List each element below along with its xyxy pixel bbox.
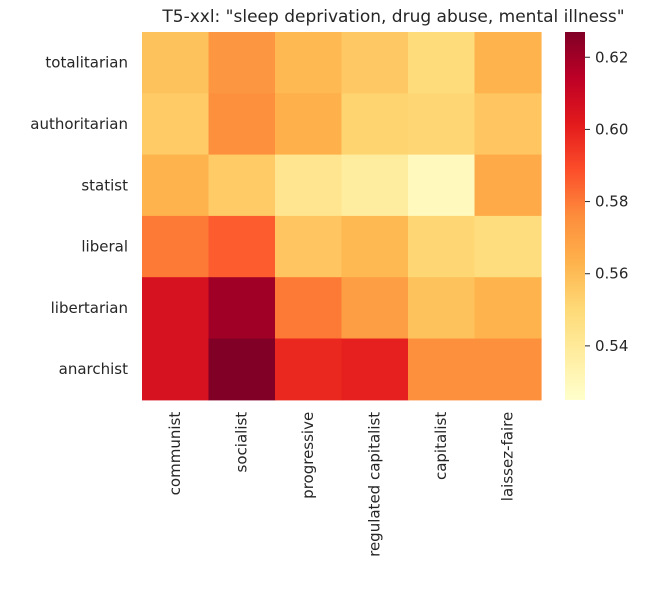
y-tick-label: authoritarian (30, 115, 128, 133)
heatmap-cell-anarchist-laissez-faire (474, 338, 542, 401)
heatmap-cell-statist-progressive (275, 154, 343, 217)
x-tick-label: capitalist (432, 412, 450, 480)
y-tick-label: liberal (81, 238, 128, 256)
heatmap-cell-liberal-communist (142, 215, 210, 278)
heatmap-cell-anarchist-capitalist (408, 338, 476, 401)
heatmap-cell-authoritarian-progressive (275, 93, 343, 156)
y-tick-label: anarchist (59, 360, 128, 378)
heatmap-cell-libertarian-regulated-capitalist (341, 277, 409, 340)
heatmap-cell-libertarian-communist (142, 277, 210, 340)
heatmap-cell-authoritarian-socialist (208, 93, 276, 156)
heatmap-cell-statist-regulated-capitalist (341, 154, 409, 217)
heatmap-cell-liberal-capitalist (408, 215, 476, 278)
heatmap-cell-libertarian-laissez-faire (474, 277, 542, 340)
colorbar-tick-labels: 0.54 0.56 0.58 0.60 0.62 (585, 48, 628, 355)
heatmap-cell-anarchist-progressive (275, 338, 343, 401)
x-axis-tick-labels: communist socialist progressive regulated c… (166, 412, 517, 557)
y-tick-label: libertarian (51, 299, 128, 317)
heatmap-cell-authoritarian-communist (142, 93, 210, 156)
heatmap-cell-authoritarian-regulated-capitalist (341, 93, 409, 156)
y-tick-label: totalitarian (45, 54, 128, 72)
heatmap-cell-authoritarian-capitalist (408, 93, 476, 156)
x-tick-label: laissez-faire (499, 412, 517, 501)
y-axis-tick-labels: totalitarian authoritarian statist liberal l… (30, 54, 128, 378)
heatmap-cell-anarchist-regulated-capitalist (341, 338, 409, 401)
x-tick-label: regulated capitalist (366, 412, 384, 557)
heatmap-cell-liberal-laissez-faire (474, 215, 542, 278)
heatmap-cell-authoritarian-laissez-faire (474, 93, 542, 156)
heatmap-cell-totalitarian-communist (142, 32, 210, 94)
heatmap-cell-statist-laissez-faire (474, 154, 542, 217)
x-tick-label: communist (166, 412, 184, 496)
chart-title: T5-xxl: "sleep deprivation, drug abuse, … (161, 7, 624, 27)
heatmap-cell-statist-socialist (208, 154, 276, 217)
heatmap-cell-liberal-progressive (275, 215, 343, 278)
colorbar-tick-label: 0.62 (595, 48, 628, 66)
colorbar-tick-label: 0.60 (595, 120, 628, 138)
heatmap-cell-totalitarian-progressive (275, 32, 343, 94)
heatmap-cell-liberal-socialist (208, 215, 276, 278)
heatmap-cell-libertarian-capitalist (408, 277, 476, 340)
heatmap-cell-anarchist-communist (142, 338, 210, 401)
colorbar-tick-label: 0.54 (595, 337, 628, 355)
colorbar (565, 32, 585, 400)
heatmap-cell-totalitarian-capitalist (408, 32, 476, 94)
heatmap-cell-totalitarian-regulated-capitalist (341, 32, 409, 94)
x-tick-label: socialist (233, 412, 251, 473)
heatmap-cell-libertarian-progressive (275, 277, 343, 340)
heatmap-cell-libertarian-socialist (208, 277, 276, 340)
heatmap-cells (142, 32, 542, 401)
x-tick-label: progressive (299, 412, 317, 499)
colorbar-tick-label: 0.58 (595, 193, 628, 211)
heatmap-cell-liberal-regulated-capitalist (341, 215, 409, 278)
heatmap-cell-statist-communist (142, 154, 210, 217)
heatmap-cell-totalitarian-laissez-faire (474, 32, 542, 94)
heatmap-cell-totalitarian-socialist (208, 32, 276, 94)
heatmap-cell-anarchist-socialist (208, 338, 276, 401)
colorbar-tick-label: 0.56 (595, 265, 628, 283)
heatmap-cell-statist-capitalist (408, 154, 476, 217)
y-tick-label: statist (81, 176, 128, 194)
